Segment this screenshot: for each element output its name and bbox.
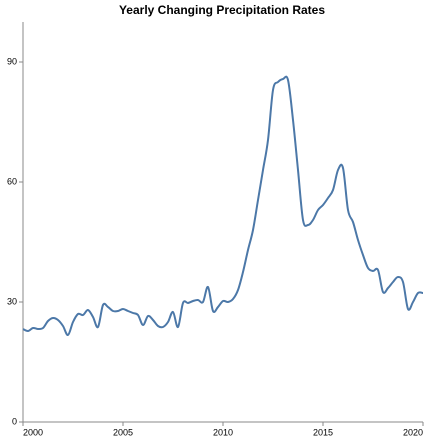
x-tick-label: 2015: [313, 427, 333, 437]
y-tick-label: 90: [7, 56, 17, 66]
data-line: [22, 75, 424, 336]
x-tick-label: 2020: [403, 427, 423, 437]
x-tick-label: 2005: [113, 427, 133, 437]
y-tick-label: 30: [7, 296, 17, 306]
y-tick-label: 60: [7, 176, 17, 186]
chart-title: Yearly Changing Precipitation Rates: [119, 3, 325, 17]
x-tick-label: 2000: [23, 427, 43, 437]
x-tick-label: 2010: [213, 427, 233, 437]
y-tick-label: 0: [12, 416, 17, 426]
